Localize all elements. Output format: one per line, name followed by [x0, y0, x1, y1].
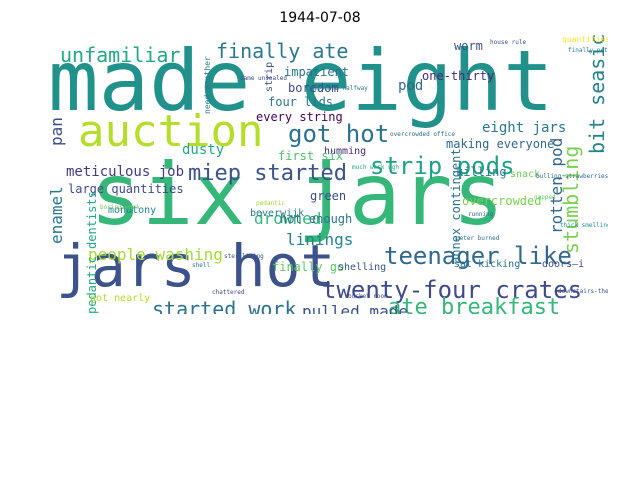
cloud-word: pedantic dentists	[85, 191, 99, 314]
cloud-word: linings	[286, 230, 353, 249]
cloud-word: sat kicking	[454, 259, 520, 270]
cloud-word: strip	[264, 62, 275, 92]
cloud-word: bulling strawberries	[536, 173, 608, 180]
cloud-word: finally peter	[568, 47, 608, 54]
cloud-word: rotten pod	[547, 138, 566, 234]
cloud-word: teenager like	[384, 242, 572, 270]
cloud-word: finally ate	[216, 39, 348, 63]
cloud-word: downstairs-they	[558, 288, 608, 295]
cloud-word: people washing	[88, 245, 223, 264]
cloud-word: made eight	[48, 34, 554, 130]
cloud-word: house rule	[490, 39, 527, 46]
cloud-word: pod	[398, 78, 423, 94]
cloud-word: tipsened halfway	[310, 85, 368, 92]
cloud-word: every string	[256, 110, 343, 124]
cloud-word: overcrowded	[462, 194, 541, 208]
cloud-word: boredom	[288, 81, 339, 95]
cloud-word: green	[310, 189, 346, 203]
cloud-word: one-thirty	[422, 69, 494, 83]
cloud-word: pedantic	[256, 200, 285, 207]
cloud-word: meticulous job	[66, 164, 184, 180]
cloud-word: bucket room	[348, 293, 388, 300]
cloud-word: annex contingent	[449, 148, 463, 264]
cloud-word: quantities	[562, 35, 608, 44]
cloud-word: stumbling	[559, 146, 583, 254]
cloud-word: hot enough	[280, 212, 352, 226]
cloud-word: enamel	[48, 186, 66, 244]
cloud-word: running	[468, 211, 494, 218]
cloud-word: six jars	[90, 145, 504, 245]
cloud-word: drowned	[254, 209, 321, 228]
cloud-word: beverwijk	[250, 208, 304, 219]
cloud-word: worm	[454, 39, 483, 53]
cloud-word: shelling	[338, 262, 386, 273]
cloud-word: chattered	[212, 289, 245, 296]
chart-title: 1944-07-08	[279, 10, 361, 26]
cloud-word: peter burned	[456, 235, 500, 242]
cloud-word: pulled made	[302, 302, 408, 314]
cloud-word: strip pods	[370, 152, 515, 180]
cloud-word: dusty	[182, 142, 224, 158]
cloud-word: much work ugh	[352, 164, 399, 171]
cloud-word: sterilizing	[224, 253, 264, 260]
cloud-word: need another	[203, 56, 212, 114]
cloud-word: making everyone	[446, 137, 554, 151]
cloud-word: monotony	[108, 205, 156, 216]
cloud-word: got hot	[288, 120, 389, 148]
cloud-word: ate breakfast	[388, 295, 560, 314]
cloud-word: twenty-four crates	[322, 276, 582, 304]
cloud-word: doors—i	[542, 259, 584, 270]
cloud-word: jars hot	[56, 232, 335, 300]
cloud-word: unfamiliar	[60, 43, 180, 67]
cloud-word: came unsealed	[240, 75, 287, 82]
cloud-word: large quantities	[68, 182, 184, 196]
cloud-word: thick smelling	[560, 222, 608, 229]
cloud-word: overcrowded office	[390, 131, 455, 138]
cloud-word: napped	[534, 194, 556, 201]
cloud-word: humming	[324, 146, 366, 157]
word-cloud: made eight six jars jars hot auction twenty-…	[48, 34, 608, 314]
cloud-word: first six	[278, 149, 343, 163]
cloud-word: shell	[192, 262, 210, 269]
cloud-word: miep started	[188, 161, 347, 186]
cloud-word: pan	[48, 117, 66, 146]
cloud-word: killing	[456, 165, 507, 179]
cloud-word: snack	[510, 169, 540, 180]
cloud-word: bit seasick	[585, 34, 608, 154]
cloud-word: got nearly	[90, 293, 150, 304]
cloud-word: impatient	[284, 65, 349, 79]
cloud-word: finally go	[272, 260, 344, 274]
cloud-word: four lids	[268, 95, 333, 109]
cloud-word: boring work	[100, 204, 140, 211]
cloud-word: auction	[78, 106, 263, 157]
cloud-word: eight jars	[482, 120, 566, 136]
cloud-word: started work	[152, 297, 297, 314]
